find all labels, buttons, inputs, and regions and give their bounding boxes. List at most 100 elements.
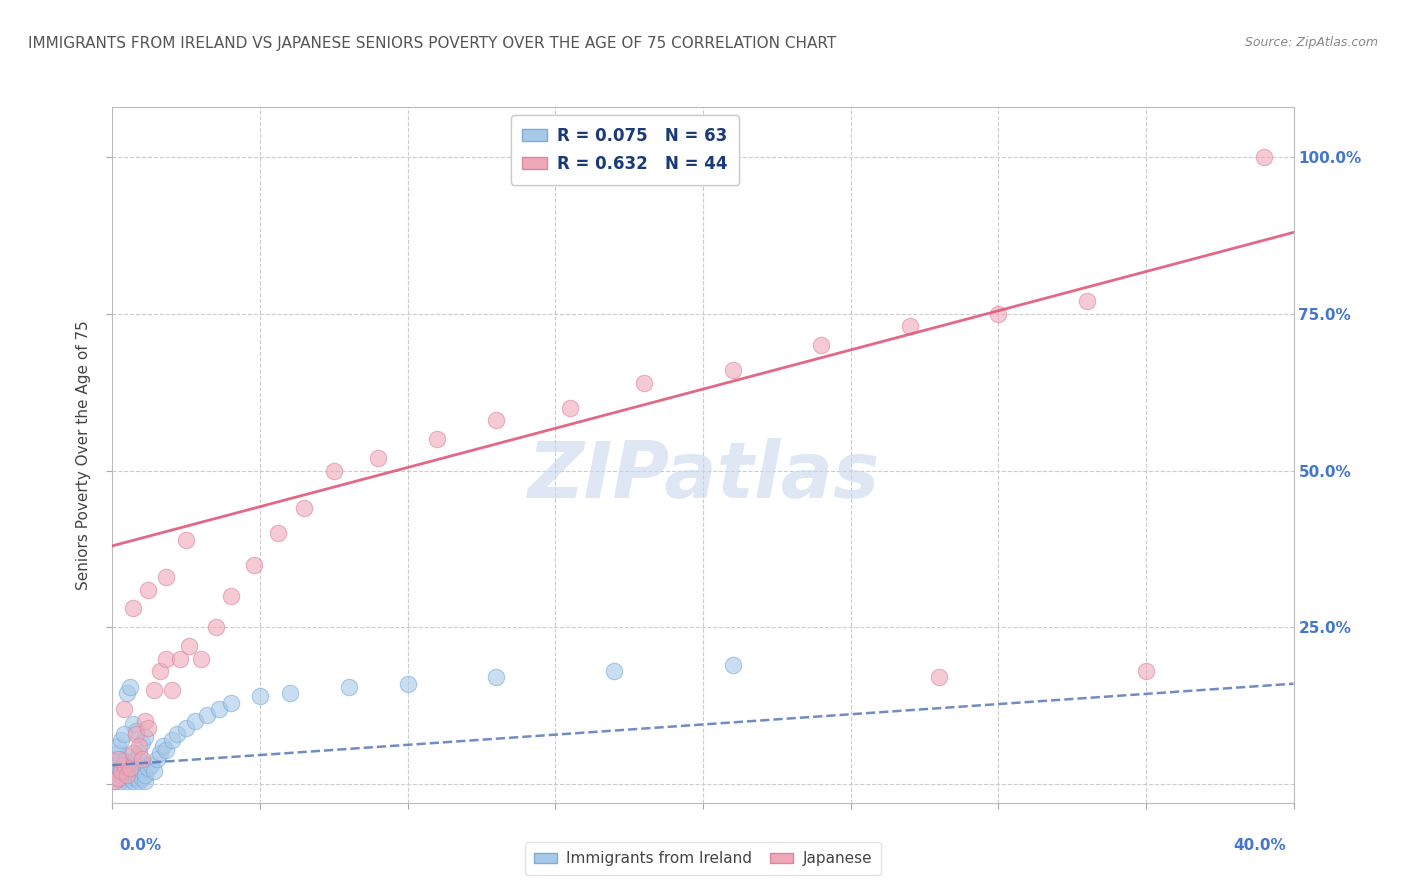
- Point: [243, 558, 266, 572]
- Point: [558, 401, 582, 415]
- Point: [190, 651, 212, 665]
- Point: [603, 664, 626, 678]
- Point: [155, 742, 177, 756]
- Point: [104, 773, 127, 788]
- Point: [128, 746, 150, 760]
- Point: [160, 683, 183, 698]
- Point: [117, 748, 138, 763]
- Point: [110, 767, 132, 781]
- Point: [104, 764, 127, 779]
- Point: [117, 767, 138, 781]
- Point: [107, 752, 129, 766]
- Point: [485, 413, 508, 427]
- Point: [155, 651, 177, 665]
- Point: [120, 755, 142, 769]
- Point: [125, 752, 148, 766]
- Legend: R = 0.075   N = 63, R = 0.632   N = 44: R = 0.075 N = 63, R = 0.632 N = 44: [510, 115, 740, 185]
- Point: [117, 773, 138, 788]
- Point: [125, 723, 148, 738]
- Point: [107, 771, 129, 785]
- Point: [136, 582, 159, 597]
- Point: [166, 727, 188, 741]
- Point: [184, 714, 207, 729]
- Point: [278, 686, 301, 700]
- Point: [149, 746, 172, 760]
- Point: [120, 764, 142, 779]
- Point: [205, 620, 228, 634]
- Point: [810, 338, 832, 352]
- Point: [120, 771, 142, 785]
- Text: Source: ZipAtlas.com: Source: ZipAtlas.com: [1244, 36, 1378, 49]
- Point: [267, 526, 290, 541]
- Text: ZIPatlas: ZIPatlas: [527, 438, 879, 514]
- Point: [146, 752, 169, 766]
- Point: [131, 755, 153, 769]
- Point: [131, 764, 153, 779]
- Point: [107, 746, 129, 760]
- Point: [169, 651, 191, 665]
- Point: [120, 680, 142, 694]
- Point: [219, 589, 242, 603]
- Text: 40.0%: 40.0%: [1233, 838, 1286, 854]
- Point: [107, 758, 129, 772]
- Point: [110, 752, 132, 766]
- Point: [142, 764, 165, 779]
- Point: [149, 664, 172, 678]
- Point: [112, 771, 135, 785]
- Point: [367, 451, 389, 466]
- Point: [139, 758, 162, 772]
- Point: [104, 773, 127, 788]
- Point: [174, 721, 197, 735]
- Point: [112, 755, 135, 769]
- Point: [174, 533, 197, 547]
- Point: [122, 758, 145, 772]
- Point: [125, 771, 148, 785]
- Point: [112, 702, 135, 716]
- Point: [110, 733, 132, 747]
- Point: [292, 501, 315, 516]
- Point: [112, 764, 135, 779]
- Point: [323, 464, 346, 478]
- Point: [136, 761, 159, 775]
- Point: [125, 764, 148, 779]
- Point: [1076, 294, 1098, 309]
- Point: [134, 730, 156, 744]
- Point: [721, 363, 744, 377]
- Point: [110, 773, 132, 788]
- Legend: Immigrants from Ireland, Japanese: Immigrants from Ireland, Japanese: [524, 842, 882, 875]
- Point: [120, 761, 142, 775]
- Point: [112, 727, 135, 741]
- Point: [208, 702, 231, 716]
- Point: [142, 683, 165, 698]
- Point: [122, 717, 145, 731]
- Point: [122, 773, 145, 788]
- Point: [112, 758, 135, 772]
- Point: [110, 764, 132, 779]
- Point: [426, 432, 449, 446]
- Point: [128, 761, 150, 775]
- Point: [396, 676, 419, 690]
- Point: [107, 739, 129, 754]
- Point: [987, 307, 1010, 321]
- Point: [134, 773, 156, 788]
- Point: [136, 721, 159, 735]
- Point: [110, 761, 132, 775]
- Text: 0.0%: 0.0%: [120, 838, 162, 854]
- Point: [107, 771, 129, 785]
- Point: [179, 639, 201, 653]
- Point: [485, 670, 508, 684]
- Point: [117, 686, 138, 700]
- Point: [195, 708, 218, 723]
- Point: [131, 771, 153, 785]
- Point: [131, 752, 153, 766]
- Point: [1253, 150, 1275, 164]
- Point: [155, 570, 177, 584]
- Point: [134, 767, 156, 781]
- Point: [134, 714, 156, 729]
- Point: [117, 761, 138, 775]
- Point: [122, 746, 145, 760]
- Point: [1135, 664, 1157, 678]
- Point: [128, 739, 150, 754]
- Point: [337, 680, 360, 694]
- Point: [633, 376, 655, 390]
